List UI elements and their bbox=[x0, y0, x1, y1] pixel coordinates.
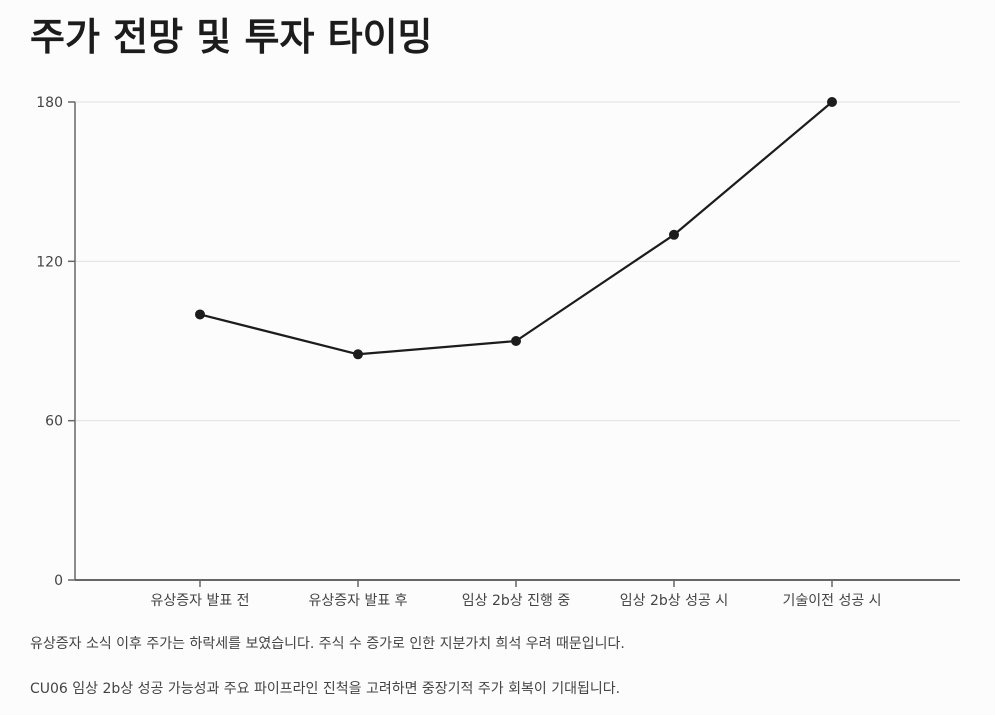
data-points bbox=[195, 97, 837, 360]
x-tick-label: 유상증자 발표 후 bbox=[308, 593, 407, 609]
x-tick-label: 임상 2b상 진행 중 bbox=[462, 593, 571, 609]
x-tick-label: 기술이전 성공 시 bbox=[782, 593, 881, 609]
y-tick-label: 120 bbox=[36, 254, 63, 270]
line-chart: 0 60 120 180 유상증자 발표 전 유상증자 발표 후 임상 2b상 진행 중 임상… bbox=[36, 95, 960, 609]
grid-lines bbox=[75, 101, 960, 422]
y-tick-label: 180 bbox=[36, 95, 63, 111]
y-tick-label: 0 bbox=[54, 573, 63, 589]
x-tick-label: 유상증자 발표 전 bbox=[150, 593, 249, 609]
axes bbox=[68, 101, 960, 587]
note-outlook: CU06 임상 2b상 성공 가능성과 주요 파이프라인 진척을 고려하면 중장… bbox=[30, 681, 621, 697]
series-line-path bbox=[199, 101, 833, 356]
page-title: 주가 전망 및 투자 타이밍 bbox=[30, 15, 433, 59]
data-point bbox=[195, 309, 205, 320]
note-dilution: 유상증자 소식 이후 주가는 하락세를 보였습니다. 주식 수 증가로 인한 지… bbox=[30, 636, 625, 652]
data-point bbox=[827, 97, 837, 107]
data-point bbox=[511, 336, 521, 346]
tick-labels: 0 60 120 180 유상증자 발표 전 유상증자 발표 후 임상 2b상 진행 중 임상… bbox=[36, 95, 881, 609]
y-tick-label: 60 bbox=[45, 414, 63, 430]
x-tick-label: 임상 2b상 성공 시 bbox=[620, 593, 728, 609]
data-point bbox=[669, 229, 679, 240]
data-point bbox=[353, 349, 363, 360]
series-line bbox=[199, 101, 833, 356]
